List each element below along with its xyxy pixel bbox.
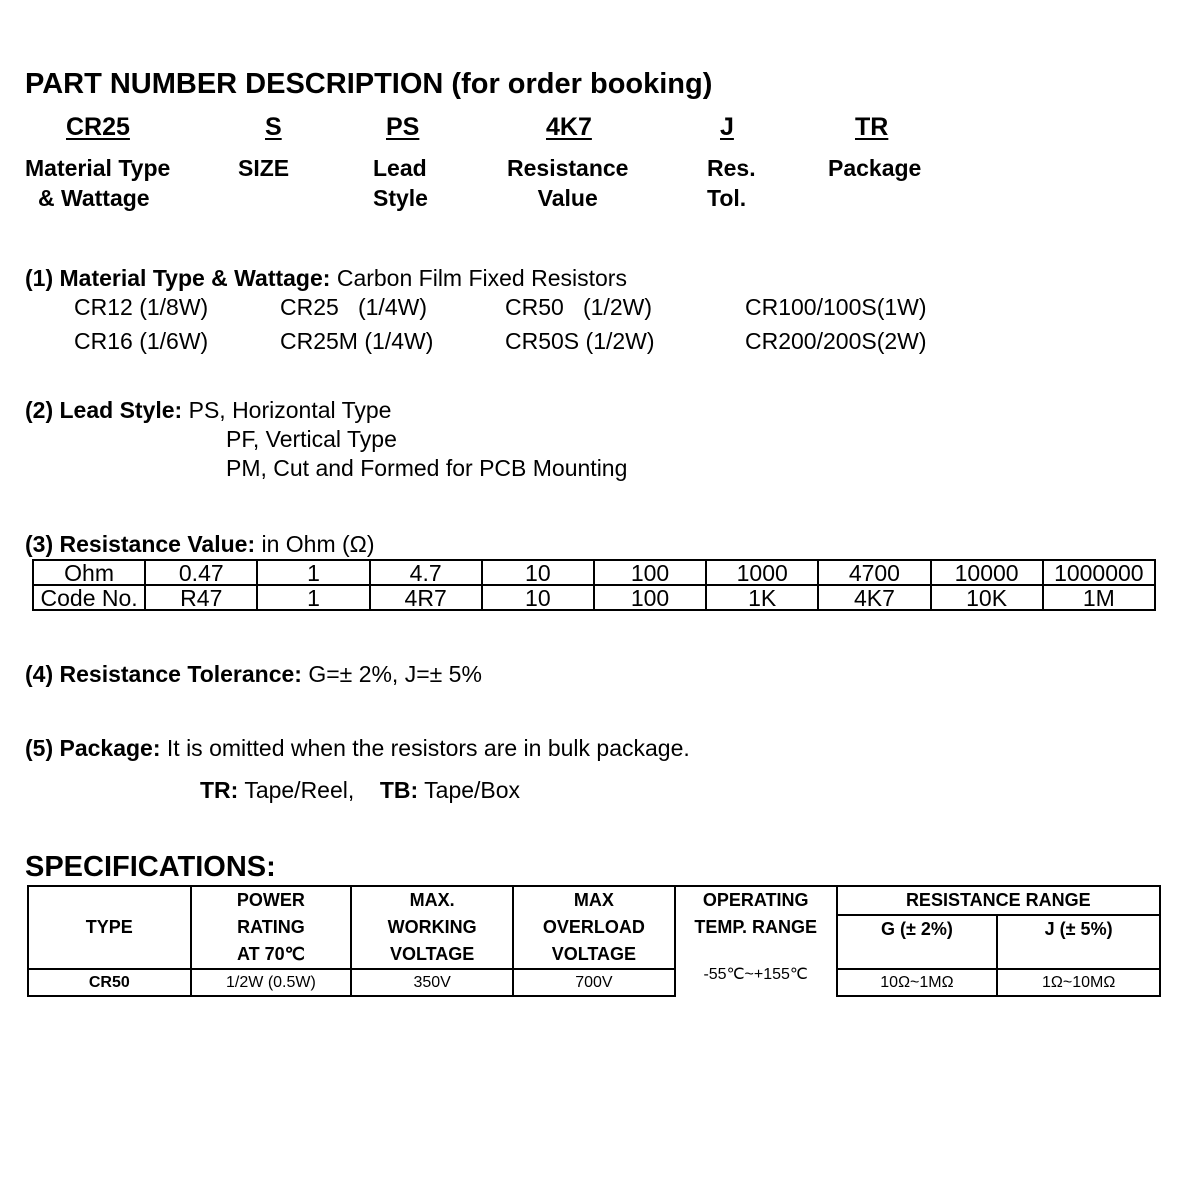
section-package: (5) Package: It is omitted when the resi… bbox=[25, 735, 690, 761]
table-cell: 1M bbox=[1041, 584, 1157, 611]
code-package: TR bbox=[855, 113, 889, 141]
label-material: Material Type & Wattage bbox=[25, 155, 171, 211]
header-overload-voltage: MAX OVERLOAD VOLTAGE bbox=[512, 885, 676, 970]
resistance-code-table: Ohm 0.47 1 4.7 10 100 1000 4700 10000 1000000 Code… bbox=[31, 559, 1157, 611]
table-cell: 0.47 bbox=[144, 559, 259, 586]
header-temp-range: OPERATING TEMP. RANGE -55℃~+155℃ bbox=[673, 885, 838, 996]
table-cell: 1K bbox=[705, 584, 820, 611]
section-tolerance: (4) Resistance Tolerance: G=± 2%, J=± 5% bbox=[25, 661, 482, 687]
section-material: (1) Material Type & Wattage: Carbon Film… bbox=[25, 265, 627, 291]
row-header: Code No. bbox=[31, 584, 147, 611]
table-cell: 10 bbox=[480, 584, 595, 611]
temp-range-value: -55℃~+155℃ bbox=[703, 966, 808, 983]
table-cell: 1000000 bbox=[1041, 559, 1157, 586]
label-tolerance: Res. Tol. bbox=[707, 155, 756, 211]
code-cr25: CR25 bbox=[66, 113, 130, 141]
specifications-heading: SPECIFICATIONS: bbox=[25, 851, 276, 883]
lead-style-item: PM, Cut and Formed for PCB Mounting bbox=[226, 455, 628, 481]
table-cell: 4K7 bbox=[817, 584, 932, 611]
cell-overload-voltage: 700V bbox=[512, 968, 676, 997]
material-item: CR16 (1/6W) bbox=[74, 328, 209, 354]
code-row: Code No. R47 1 4R7 10 100 1K 4K7 10K 1M bbox=[31, 584, 1157, 611]
material-item: CR50 (1/2W) bbox=[505, 294, 652, 320]
page-title: PART NUMBER DESCRIPTION (for order booki… bbox=[25, 68, 713, 100]
table-cell: 1000 bbox=[705, 559, 820, 586]
code-resistance: 4K7 bbox=[546, 113, 592, 141]
cell-g-range: 10Ω~1MΩ bbox=[835, 968, 999, 997]
label-lead: Lead Style bbox=[373, 155, 428, 211]
table-cell: 10000 bbox=[929, 559, 1044, 586]
specifications-table: TYPE POWER RATING AT 70℃ MAX. WORKING VOLTAG… bbox=[27, 884, 1162, 997]
table-cell: 10 bbox=[480, 559, 595, 586]
table-cell: 1 bbox=[256, 584, 371, 611]
package-options: TR: Tape/Reel, TB: Tape/Box bbox=[200, 777, 521, 803]
material-item: CR50S (1/2W) bbox=[505, 328, 655, 354]
material-item: CR25 (1/4W) bbox=[280, 294, 427, 320]
header-resistance-range: RESISTANCE RANGE bbox=[835, 884, 1162, 917]
table-cell: 4.7 bbox=[368, 559, 483, 586]
ohm-row: Ohm 0.47 1 4.7 10 100 1000 4700 10000 1000000 bbox=[31, 559, 1157, 586]
header-working-voltage: MAX. WORKING VOLTAGE bbox=[350, 885, 514, 970]
label-package: Package bbox=[828, 155, 922, 181]
cell-power: 1/2W (0.5W) bbox=[189, 968, 353, 997]
header-power: POWER RATING AT 70℃ bbox=[189, 885, 353, 970]
header-g-tolerance: G (± 2%) bbox=[835, 914, 999, 970]
row-header: Ohm bbox=[31, 559, 147, 586]
material-item: CR12 (1/8W) bbox=[74, 294, 209, 320]
table-cell: 1 bbox=[256, 559, 371, 586]
header-type: TYPE bbox=[27, 885, 192, 970]
table-cell: 10K bbox=[929, 584, 1044, 611]
code-tolerance: J bbox=[720, 113, 734, 141]
table-cell: R47 bbox=[144, 584, 259, 611]
cell-type: CR50 bbox=[27, 968, 192, 997]
section-resistance-value: (3) Resistance Value: in Ohm (Ω) bbox=[25, 531, 375, 557]
table-cell: 4R7 bbox=[368, 584, 483, 611]
code-size: S bbox=[265, 113, 282, 141]
table-cell: 4700 bbox=[817, 559, 932, 586]
material-item: CR25M (1/4W) bbox=[280, 328, 434, 354]
material-item: CR100/100S(1W) bbox=[745, 294, 927, 320]
section-lead-style: (2) Lead Style: PS, Horizontal Type bbox=[25, 397, 392, 423]
label-resistance: Resistance Value bbox=[507, 155, 629, 211]
label-size: SIZE bbox=[238, 155, 290, 181]
table-cell: 100 bbox=[592, 584, 708, 611]
code-lead: PS bbox=[386, 113, 420, 141]
material-item: CR200/200S(2W) bbox=[745, 328, 927, 354]
table-cell: 100 bbox=[592, 559, 708, 586]
cell-working-voltage: 350V bbox=[350, 968, 514, 997]
header-j-tolerance: J (± 5%) bbox=[996, 914, 1161, 970]
cell-j-range: 1Ω~10MΩ bbox=[996, 968, 1161, 997]
lead-style-item: PF, Vertical Type bbox=[226, 426, 397, 452]
